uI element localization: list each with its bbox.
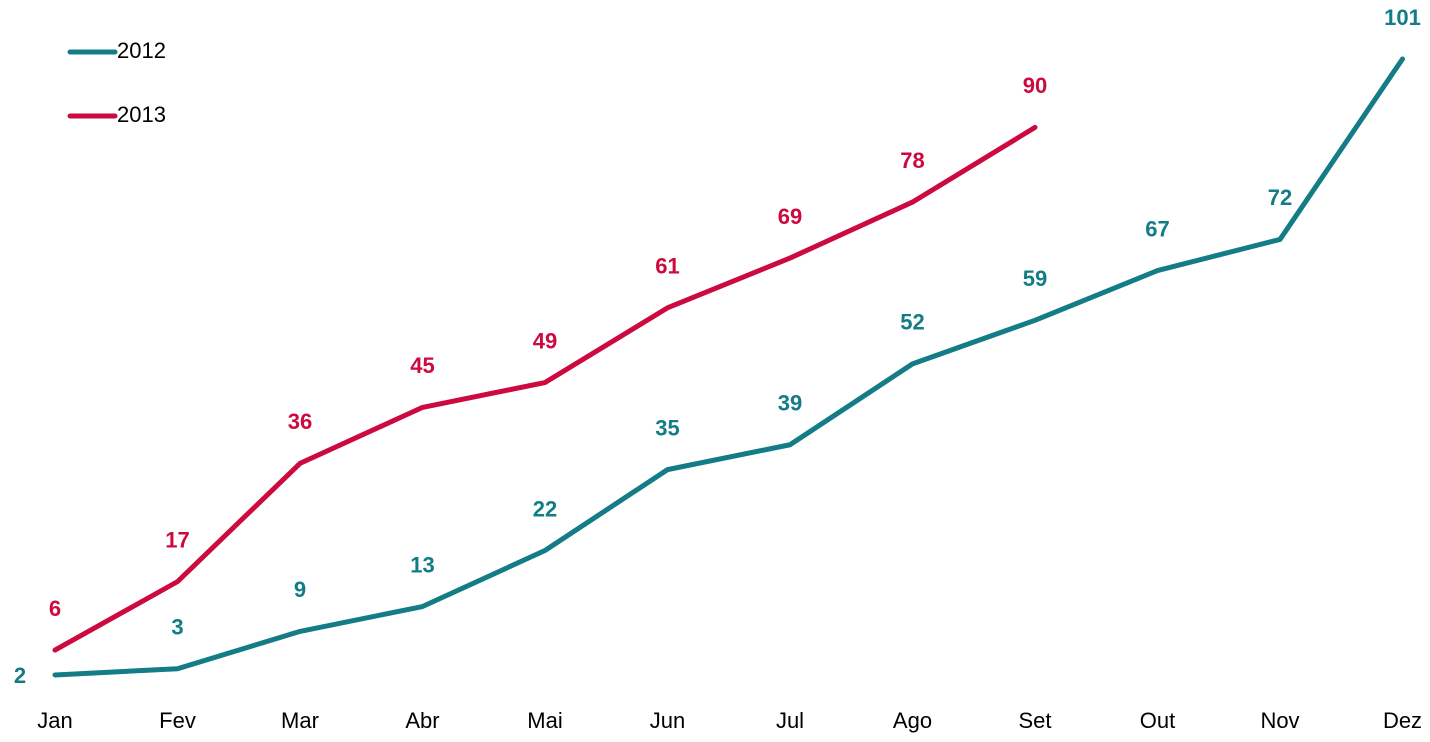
data-label: 59 [1023,266,1047,291]
x-tick-label: Fev [159,708,196,733]
series-line [52,56,1405,678]
data-label: 90 [1023,73,1047,98]
data-label: 17 [165,527,189,552]
data-label: 36 [288,409,312,434]
data-label: 6 [49,596,61,621]
x-tick-label: Jul [776,708,804,733]
data-label: 67 [1145,216,1169,241]
data-label: 72 [1268,185,1292,210]
x-tick-label: Out [1140,708,1175,733]
data-label: 3 [171,615,183,640]
data-label: 52 [900,310,924,335]
data-label: 22 [533,496,557,521]
data-label: 9 [294,577,306,602]
data-label: 101 [1384,5,1421,30]
x-tick-label: Mai [527,708,562,733]
data-label: 39 [778,391,802,416]
series-line [52,124,1038,653]
data-label: 78 [900,148,924,173]
x-tick-label: Jun [650,708,685,733]
data-label: 2 [14,663,26,688]
data-label: 61 [655,254,679,279]
x-tick-label: Ago [893,708,932,733]
data-label: 35 [655,415,679,440]
x-tick-label: Mar [281,708,319,733]
data-label: 69 [778,204,802,229]
data-label: 13 [410,552,434,577]
x-tick-label: Set [1018,708,1051,733]
legend-label: 2012 [117,38,166,63]
x-tick-label: Abr [405,708,439,733]
x-tick-label: Nov [1260,708,1299,733]
legend-label: 2013 [117,102,166,127]
data-label: 49 [533,328,557,353]
x-tick-label: Dez [1383,708,1422,733]
data-label: 45 [410,353,434,378]
x-tick-label: Jan [37,708,72,733]
